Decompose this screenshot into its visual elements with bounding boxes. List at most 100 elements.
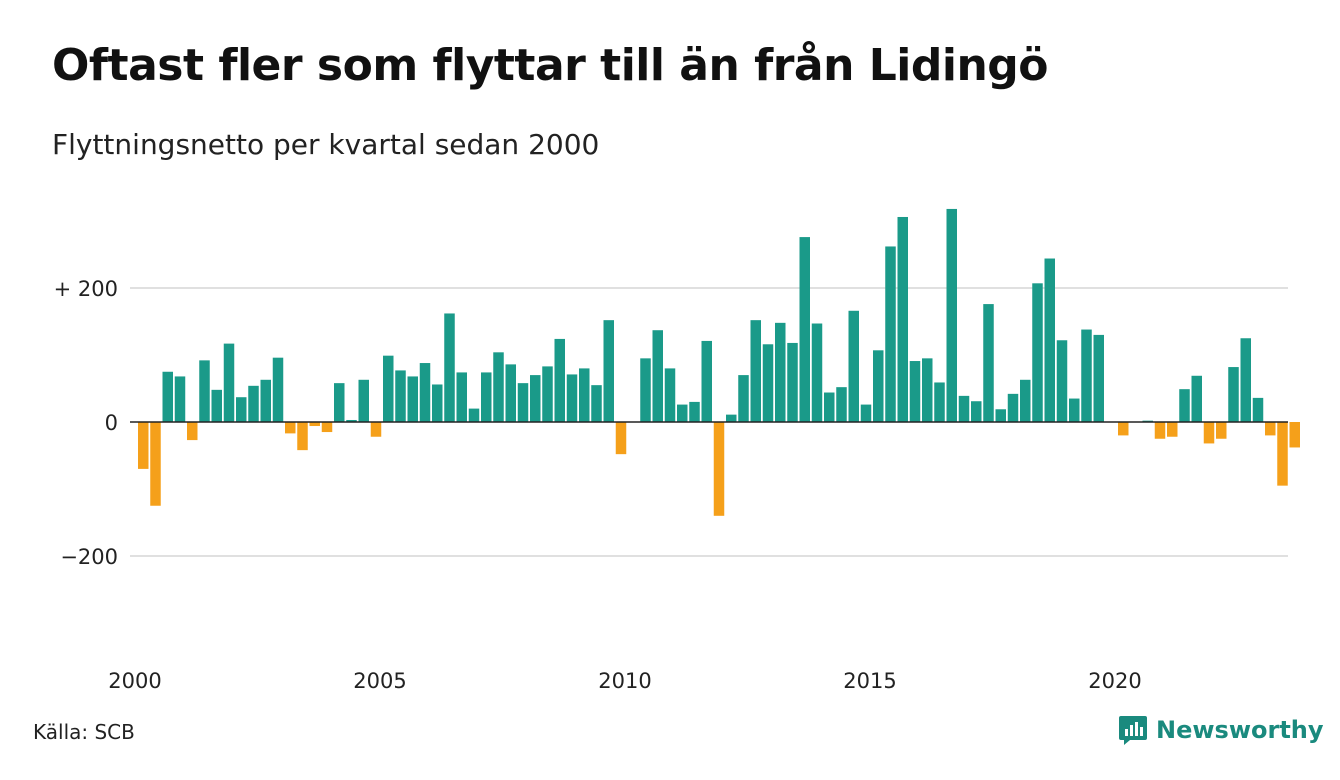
bar	[897, 216, 908, 422]
bar	[750, 320, 761, 422]
bar	[285, 422, 296, 434]
bar	[603, 320, 614, 422]
x-tick-label: 2020	[1088, 669, 1141, 693]
bar	[150, 422, 161, 506]
bar	[530, 375, 541, 422]
bar	[677, 404, 688, 422]
bar	[1240, 338, 1251, 422]
bar	[223, 343, 235, 422]
bar	[272, 357, 284, 422]
bar	[1020, 379, 1031, 422]
bar	[934, 382, 945, 422]
bar	[811, 323, 823, 422]
bar	[1252, 397, 1264, 422]
bar	[346, 419, 357, 422]
bar	[407, 376, 418, 422]
bar	[738, 375, 749, 422]
bar	[664, 368, 676, 422]
bar	[481, 372, 492, 422]
bar	[321, 422, 333, 433]
source-label: Källa: SCB	[33, 720, 135, 744]
bar	[775, 322, 786, 422]
bar	[799, 237, 810, 422]
bar	[762, 344, 774, 422]
bar	[1032, 283, 1043, 422]
grid-lines	[130, 287, 1288, 557]
bar	[566, 374, 578, 422]
bar	[419, 363, 431, 422]
bar	[958, 395, 970, 422]
bar	[456, 372, 467, 422]
bar	[787, 342, 798, 422]
bar	[713, 422, 725, 516]
bar	[1216, 422, 1227, 439]
y-tick-label: + 200	[54, 277, 118, 301]
bar	[860, 404, 872, 422]
bar	[199, 360, 210, 422]
bar	[946, 208, 957, 422]
bar	[138, 422, 149, 469]
bar	[1228, 367, 1239, 422]
x-tick-label: 2000	[108, 669, 161, 693]
bar	[1167, 422, 1178, 437]
axes: + 200 0 −200 2000 2005 2010 2015 2020	[54, 277, 1288, 693]
bar	[162, 371, 173, 422]
bar	[260, 379, 271, 422]
y-tick-label: 0	[105, 411, 118, 435]
bar	[358, 379, 369, 422]
bar	[591, 385, 602, 422]
bars	[138, 208, 1300, 516]
bar	[517, 383, 529, 422]
bar	[236, 397, 247, 422]
bar	[1191, 375, 1202, 422]
chart-title: Oftast fler som flyttar till än från Lid…	[52, 40, 1049, 91]
bar	[1289, 422, 1300, 448]
bar	[542, 366, 553, 422]
bar	[983, 304, 994, 422]
bar	[174, 376, 186, 422]
bar	[309, 422, 320, 427]
bar	[432, 384, 443, 422]
bar	[640, 358, 651, 422]
bar	[505, 364, 516, 422]
bar	[187, 422, 198, 441]
x-tick-label: 2010	[598, 669, 651, 693]
bar	[615, 422, 627, 455]
bar	[554, 338, 565, 422]
bar	[909, 361, 921, 422]
bar	[1179, 389, 1190, 422]
brand-name: Newsworthy	[1156, 716, 1324, 744]
bar	[1007, 393, 1019, 422]
bar	[493, 352, 504, 422]
x-tick-label: 2005	[353, 669, 406, 693]
bar	[836, 387, 847, 422]
bar	[689, 401, 700, 422]
bar	[1154, 422, 1166, 439]
bar	[468, 408, 480, 422]
bar	[395, 370, 406, 422]
bar	[1056, 340, 1068, 422]
bar	[1093, 334, 1104, 422]
bar	[873, 350, 884, 422]
bar	[652, 330, 663, 422]
bar	[1118, 422, 1129, 436]
bar	[824, 392, 835, 422]
bar	[1203, 422, 1215, 444]
bar	[1044, 258, 1055, 422]
x-tick-label: 2015	[843, 669, 896, 693]
bar	[248, 385, 259, 422]
y-tick-label: −200	[60, 545, 118, 569]
bar	[1277, 422, 1288, 486]
bar	[579, 368, 590, 422]
bar	[922, 358, 933, 422]
bar	[885, 246, 896, 422]
bar	[1081, 329, 1092, 422]
bar	[383, 355, 394, 422]
chart-subtitle: Flyttningsnetto per kvartal sedan 2000	[52, 128, 600, 161]
bar	[211, 389, 222, 422]
bar	[297, 422, 308, 451]
bar	[848, 310, 859, 422]
bar	[334, 383, 345, 422]
bar-chart: + 200 0 −200 2000 2005 2010 2015 2020	[54, 208, 1300, 693]
newsworthy-logo-icon	[1119, 716, 1147, 745]
